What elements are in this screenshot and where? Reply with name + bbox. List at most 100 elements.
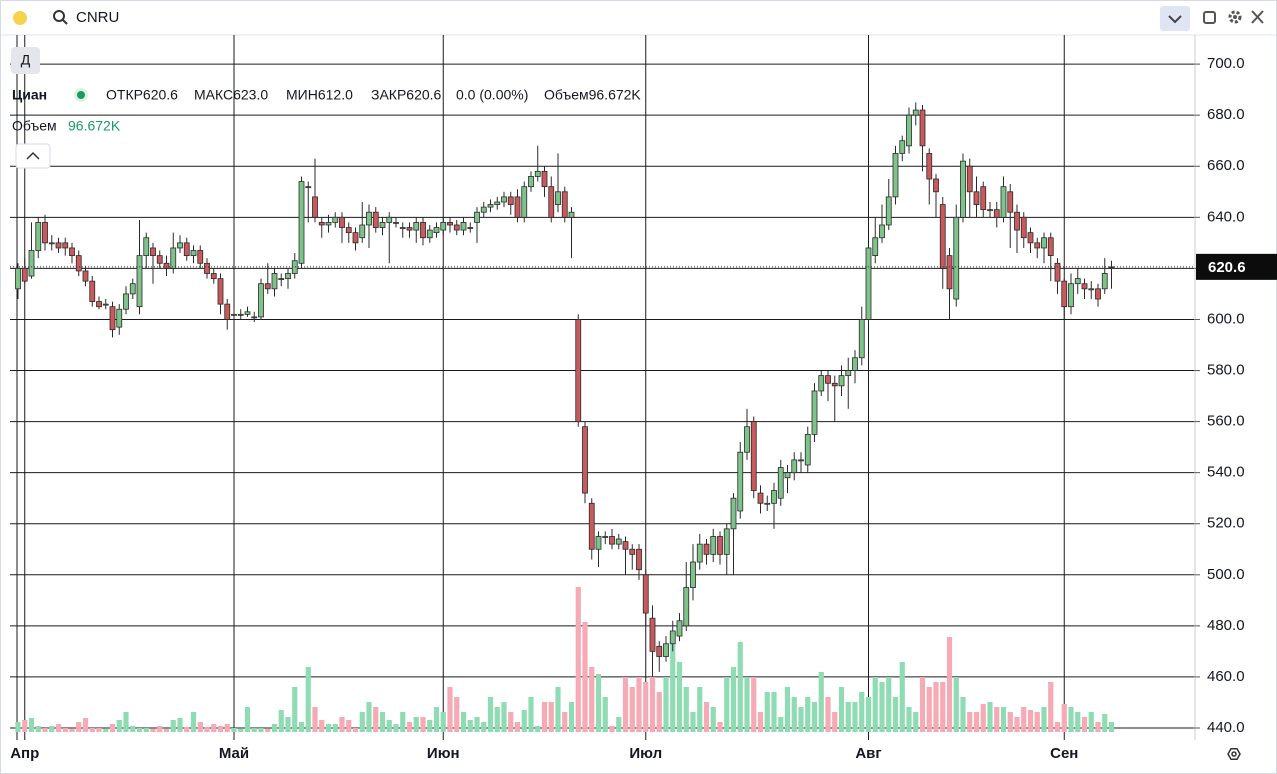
candle-body: [791, 459, 798, 474]
volume-bar: [899, 662, 905, 732]
candle-body: [224, 303, 231, 320]
candle-body: [804, 433, 811, 466]
interval-button[interactable]: [11, 47, 40, 74]
candle-body: [305, 186, 312, 189]
candle-body: [899, 140, 906, 154]
candle-body: [359, 224, 366, 239]
candle-body: [494, 201, 501, 205]
candle-body: [933, 178, 939, 193]
candle-body: [1027, 232, 1034, 244]
candle-body: [453, 224, 460, 231]
candle-body: [885, 196, 892, 226]
y-tick-label: 440.0: [1207, 719, 1245, 736]
volume-bar: [332, 724, 338, 732]
volume-bar: [35, 726, 41, 732]
volume-bar: [980, 704, 986, 732]
volume-legend-label: Объем: [12, 118, 57, 134]
volume-bar: [244, 707, 251, 732]
axis-settings-button[interactable]: [1227, 748, 1241, 760]
candle-body: [447, 222, 453, 226]
volume-bar: [481, 722, 487, 732]
candle-body: [710, 536, 717, 555]
volume-bar: [69, 729, 75, 732]
y-tick-label: 480.0: [1207, 617, 1245, 634]
volume-bar: [339, 717, 345, 732]
candle-body: [399, 227, 406, 229]
volume-bar: [717, 722, 723, 732]
candle-body: [771, 490, 777, 504]
candle-body: [298, 181, 305, 264]
candle-body: [129, 283, 136, 295]
candle-body: [865, 247, 872, 320]
volume-bar: [136, 728, 143, 732]
candle-body: [777, 467, 784, 499]
x-tick-label: Июн: [427, 745, 460, 762]
dropdown-button[interactable]: [1160, 6, 1190, 31]
candle-body: [177, 242, 183, 249]
volume-bar: [683, 687, 689, 732]
candle-body: [69, 247, 75, 257]
candle-body: [163, 262, 170, 269]
collapse-button[interactable]: [15, 143, 51, 169]
volume-bar: [629, 687, 635, 732]
volume-bar: [886, 677, 892, 732]
settings-button[interactable]: [1228, 10, 1242, 24]
candle-body: [744, 426, 750, 453]
search-icon[interactable]: [53, 10, 68, 25]
candle-body: [656, 645, 663, 657]
symbol[interactable]: CNRU: [76, 9, 119, 26]
volume-bar: [724, 677, 730, 732]
volume-bar: [994, 707, 1000, 732]
volume-bar: [103, 729, 109, 732]
candle-body: [1081, 283, 1088, 290]
y-tick-label: 640.0: [1207, 208, 1245, 225]
volume-bar: [143, 728, 149, 732]
close-button[interactable]: [1251, 10, 1264, 24]
volume-bar: [602, 697, 608, 732]
axes: 440.0 460.0 480.0 500.0 520.0 540.0 560.0 580.0…: [1195, 55, 1277, 736]
volume-bar: [1034, 712, 1040, 732]
candle-body: [217, 278, 224, 305]
candle-body: [534, 170, 541, 177]
volume-bar: [521, 710, 527, 732]
top-bar: CNRU: [1, 1, 1276, 36]
volume-bar: [1075, 712, 1081, 732]
candle-body: [1095, 288, 1101, 300]
candle-body: [48, 242, 55, 245]
candle-body: [1041, 237, 1047, 249]
volume-bar: [123, 712, 129, 732]
maximize-button[interactable]: [1203, 11, 1216, 24]
y-tick-label: 520.0: [1207, 515, 1245, 532]
overlay: Д Циан ОТКР620.6 МАКС623.0 МИН612.0 ЗАКР…: [11, 47, 1241, 760]
candle-body: [987, 209, 993, 212]
volume-bar: [541, 702, 548, 732]
candle-body: [28, 250, 35, 277]
candle-body: [109, 306, 116, 331]
candle-body: [278, 278, 285, 280]
volume-bar: [49, 726, 55, 732]
volume-bar: [514, 722, 521, 732]
volume-bar: [447, 687, 453, 732]
candle-body: [960, 160, 966, 218]
candle-body: [150, 247, 156, 257]
volume-bar: [150, 729, 156, 732]
volume-bar: [946, 637, 953, 732]
volume-bar: [386, 720, 392, 732]
candle-body: [906, 114, 912, 147]
volume-bar: [811, 702, 818, 732]
candle-body: [676, 620, 683, 637]
candle-body: [919, 109, 926, 147]
volume-bar: [892, 697, 899, 732]
legend-name: Циан: [12, 87, 47, 103]
candle-body: [501, 196, 507, 203]
volume-bar: [508, 712, 514, 732]
volume-bar: [940, 682, 946, 732]
candle-body: [467, 227, 474, 229]
volume-bar: [1102, 714, 1108, 732]
volume-bar: [224, 724, 230, 732]
volume-bar: [460, 712, 467, 732]
volume-bar: [656, 692, 662, 732]
candle-body: [352, 232, 359, 244]
candle-body: [55, 242, 62, 249]
candle-body: [156, 255, 163, 264]
